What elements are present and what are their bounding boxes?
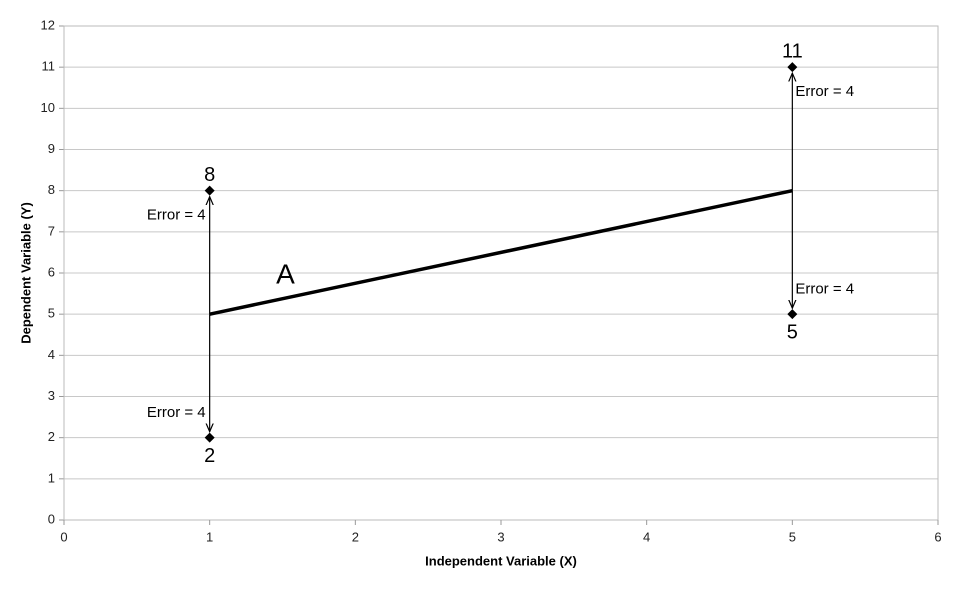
error-label: Error = 4 [147,404,206,421]
y-tick-label: 12 [41,17,55,32]
y-tick-label: 8 [48,182,55,197]
x-tick-label: 3 [497,529,504,544]
y-tick-label: 0 [48,511,55,526]
data-label: 8 [204,164,215,186]
line [209,188,793,316]
data-label: 11 [782,40,803,62]
data-label: 2 [204,445,215,467]
y-tick-label: 2 [48,429,55,444]
y-tick-label: 10 [41,100,55,115]
y-axis-label: Dependent Variable (Y) [18,202,33,344]
point [204,432,215,443]
y-tick-label: 1 [48,470,55,485]
error-label: Error = 4 [795,83,854,100]
x-tick-label: 0 [60,529,67,544]
y-tick-label: 6 [48,264,55,279]
x-tick-label: 1 [206,529,213,544]
error-label: Error = 4 [147,206,206,223]
y-tick-label: 4 [48,347,55,362]
point [787,309,798,320]
x-tick-label: 4 [643,529,650,544]
y-tick-label: 9 [48,141,55,156]
y-tick-label: 5 [48,306,55,321]
y-tick-label: 3 [48,388,55,403]
error-label: Error = 4 [795,280,854,297]
x-tick-label: 2 [352,529,359,544]
x-axis-label: Independent Variable (X) [425,553,577,568]
point [204,185,215,196]
line-label: A [276,259,295,290]
y-tick-label: 7 [48,223,55,238]
x-tick-label: 5 [789,529,796,544]
y-tick-label: 11 [42,59,56,74]
x-tick-label: 6 [934,529,941,544]
point [787,62,798,73]
data-label: 5 [787,321,798,343]
